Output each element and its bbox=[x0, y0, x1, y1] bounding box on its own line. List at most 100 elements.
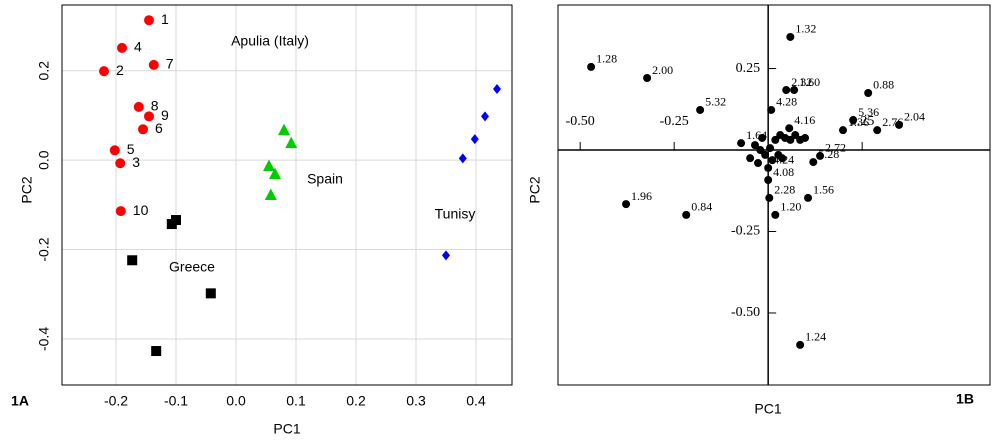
group-label: Spain bbox=[307, 171, 343, 187]
y-tick-label: -0.50 bbox=[731, 305, 760, 320]
point bbox=[761, 150, 770, 159]
point bbox=[790, 86, 799, 95]
point bbox=[754, 159, 763, 168]
point-label: 5.36 bbox=[858, 105, 879, 119]
y-tick-label: -0.4 bbox=[36, 327, 52, 351]
point bbox=[144, 15, 154, 26]
point bbox=[816, 151, 825, 160]
point bbox=[263, 159, 275, 171]
y-axis-label: PC2 bbox=[527, 176, 543, 203]
point bbox=[804, 193, 813, 202]
point bbox=[764, 176, 773, 185]
point bbox=[117, 42, 127, 53]
point-label: 9 bbox=[161, 107, 169, 123]
point-label: 8 bbox=[151, 98, 159, 114]
point-label: 1.32 bbox=[795, 22, 816, 36]
group-label: Tunisy bbox=[435, 206, 476, 222]
x-axis-label: PC1 bbox=[754, 401, 781, 417]
point bbox=[587, 62, 596, 71]
point bbox=[849, 116, 858, 125]
y-tick-label: -0.25 bbox=[731, 224, 760, 239]
point-label: 4 bbox=[134, 39, 142, 55]
point bbox=[264, 188, 277, 200]
point bbox=[764, 163, 773, 172]
point bbox=[171, 215, 181, 226]
plot-frame bbox=[61, 4, 513, 386]
y-tick-label: -0.2 bbox=[36, 237, 52, 261]
x-tick-label: -0.1 bbox=[164, 393, 188, 409]
group-label: Apulia (Italy) bbox=[231, 33, 309, 49]
point bbox=[269, 167, 281, 179]
point bbox=[109, 145, 120, 156]
x-axis-label: PC1 bbox=[273, 421, 300, 437]
point bbox=[864, 88, 873, 97]
point-label: 2.72 bbox=[825, 141, 846, 155]
point-label: 1 bbox=[161, 11, 169, 27]
point-label: 5.32 bbox=[705, 95, 726, 109]
x-tick-label: 0.3 bbox=[406, 393, 426, 409]
point-label: 1.96 bbox=[631, 189, 652, 203]
point bbox=[481, 111, 489, 122]
point bbox=[643, 74, 652, 83]
point bbox=[115, 206, 126, 217]
point bbox=[786, 32, 795, 41]
point bbox=[758, 133, 767, 142]
y-tick-label: 0.2 bbox=[36, 61, 52, 81]
x-tick-label: 0.1 bbox=[286, 393, 306, 409]
point bbox=[786, 135, 795, 144]
point bbox=[838, 126, 847, 135]
y-tick-label: 0.25 bbox=[736, 61, 761, 76]
point bbox=[148, 59, 159, 70]
point bbox=[756, 146, 765, 155]
point-label: 1.60 bbox=[799, 75, 820, 89]
point-label: 2.32 bbox=[791, 75, 812, 89]
point-label: 0.88 bbox=[873, 78, 894, 92]
x-tick-label: 0.4 bbox=[466, 393, 486, 409]
point bbox=[873, 126, 882, 135]
point bbox=[771, 135, 780, 144]
x-tick-label: -0.50 bbox=[566, 114, 595, 129]
point bbox=[127, 255, 138, 266]
point-label: 2.04 bbox=[904, 110, 925, 124]
point-label: 5 bbox=[127, 141, 135, 157]
point bbox=[285, 136, 298, 149]
y-axis-label: PC2 bbox=[19, 176, 35, 203]
x-tick-label: -0.25 bbox=[660, 114, 689, 129]
y-tick-label: 0.0 bbox=[36, 150, 52, 170]
point-label: 3 bbox=[132, 154, 140, 170]
point bbox=[99, 66, 109, 77]
point bbox=[785, 124, 794, 133]
point-label: 7 bbox=[166, 56, 174, 72]
point-label: 1.56 bbox=[813, 183, 834, 197]
point bbox=[809, 158, 818, 167]
point bbox=[205, 288, 216, 299]
point-label: 1.24 bbox=[805, 330, 826, 344]
point-label: 10 bbox=[133, 202, 149, 218]
point bbox=[682, 210, 691, 219]
point-label: 4.28 bbox=[776, 95, 797, 109]
point bbox=[765, 193, 774, 202]
point bbox=[138, 124, 148, 135]
point bbox=[737, 139, 746, 148]
point bbox=[771, 210, 780, 219]
point bbox=[796, 340, 805, 349]
point bbox=[895, 120, 904, 129]
point bbox=[767, 105, 776, 114]
point bbox=[133, 101, 144, 112]
plot-frame bbox=[557, 4, 991, 386]
point bbox=[791, 131, 800, 140]
point-label: 4.08 bbox=[773, 165, 794, 179]
point bbox=[458, 153, 467, 164]
point bbox=[766, 144, 775, 153]
x-tick-label: 0.2 bbox=[346, 393, 366, 409]
point-label: 6 bbox=[155, 120, 163, 136]
panel-label: 1A bbox=[11, 393, 29, 409]
point-label: 1.28 bbox=[596, 52, 617, 66]
point bbox=[151, 346, 162, 357]
point bbox=[470, 134, 479, 145]
group-label: Greece bbox=[169, 259, 215, 275]
point bbox=[801, 133, 810, 142]
point-label: 2 bbox=[116, 62, 124, 78]
point bbox=[278, 123, 290, 136]
